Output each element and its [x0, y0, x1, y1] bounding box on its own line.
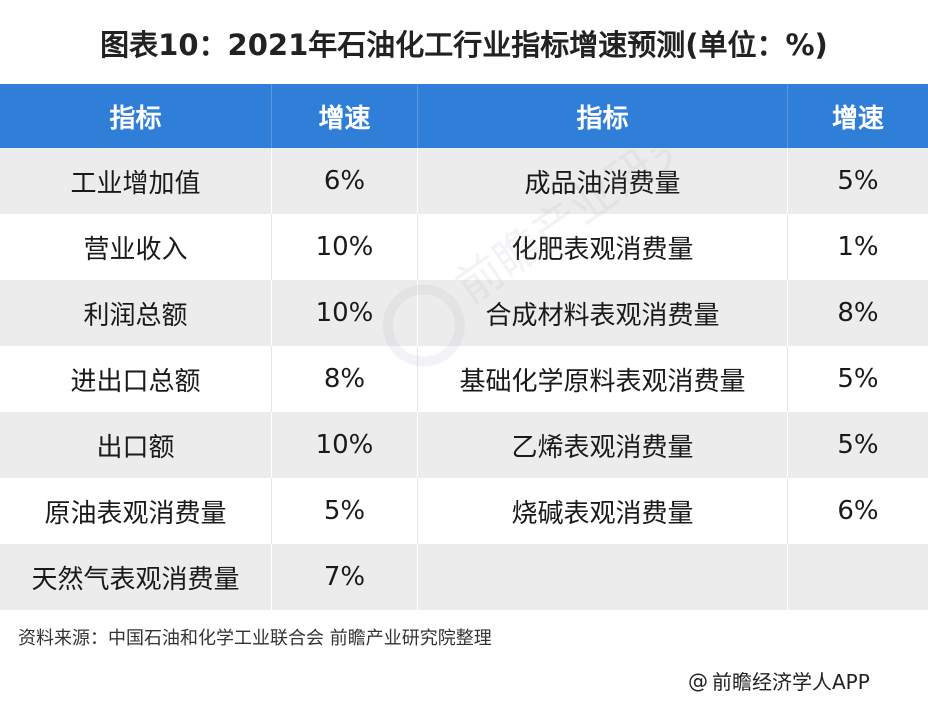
brand-name: 前瞻经济学人APP [712, 670, 870, 694]
growth-cell [788, 544, 928, 610]
header-growth-1: 增速 [272, 84, 418, 148]
indicator-cell: 化肥表观消费量 [418, 214, 788, 280]
table-row: 出口额 10% 乙烯表观消费量 5% [0, 412, 928, 478]
header-indicator-1: 指标 [0, 84, 272, 148]
growth-cell: 7% [272, 544, 418, 610]
growth-cell: 5% [837, 430, 879, 460]
indicator-cell: 原油表观消费量 [0, 478, 272, 544]
indicator-cell: 利润总额 [0, 280, 272, 346]
table-row: 营业收入 10% 化肥表观消费量 1% [0, 214, 928, 280]
indicator-table: 指标 增速 指标 增速 工业增加值 6% 成品油消费量 5% 营业收入 10% … [0, 84, 928, 610]
table-row: 工业增加值 6% 成品油消费量 5% [0, 148, 928, 214]
at-icon: @ [688, 668, 708, 693]
growth-cell: 6% [837, 496, 879, 526]
growth-cell: 5% [837, 364, 879, 394]
indicator-cell [418, 544, 788, 610]
header-growth-2: 增速 [831, 103, 884, 134]
footer-brand: @ 前瞻经济学人APP [688, 666, 870, 695]
indicator-cell: 烧碱表观消费量 [418, 478, 788, 544]
indicator-cell: 基础化学原料表观消费量 [418, 346, 788, 412]
growth-cell: 1% [837, 232, 879, 262]
growth-cell: 10% [272, 280, 418, 346]
header-indicator-2: 指标 [418, 84, 788, 148]
growth-cell: 8% [272, 346, 418, 412]
indicator-cell: 工业增加值 [0, 148, 272, 214]
table-row: 进出口总额 8% 基础化学原料表观消费量 5% [0, 346, 928, 412]
table-row: 原油表观消费量 5% 烧碱表观消费量 6% [0, 478, 928, 544]
indicator-cell: 出口额 [0, 412, 272, 478]
table-row: 利润总额 10% 合成材料表观消费量 8% [0, 280, 928, 346]
page-title: 图表10：2021年石油化工行业指标增速预测(单位：%) [100, 28, 828, 62]
table-header-row: 指标 增速 指标 增速 [0, 84, 928, 148]
indicator-cell: 合成材料表观消费量 [418, 280, 788, 346]
indicator-cell: 天然气表观消费量 [0, 544, 272, 610]
growth-cell: 6% [272, 148, 418, 214]
source-note: 资料来源：中国石油和化学工业联合会 前瞻产业研究院整理 [18, 628, 492, 649]
growth-cell: 5% [272, 478, 418, 544]
growth-cell: 5% [837, 166, 879, 196]
growth-cell: 8% [837, 298, 879, 328]
indicator-cell: 乙烯表观消费量 [418, 412, 788, 478]
growth-cell: 10% [272, 412, 418, 478]
growth-cell: 10% [272, 214, 418, 280]
indicator-cell: 营业收入 [0, 214, 272, 280]
indicator-cell: 进出口总额 [0, 346, 272, 412]
table-row: 天然气表观消费量 7% [0, 544, 928, 610]
indicator-cell: 成品油消费量 [418, 148, 788, 214]
